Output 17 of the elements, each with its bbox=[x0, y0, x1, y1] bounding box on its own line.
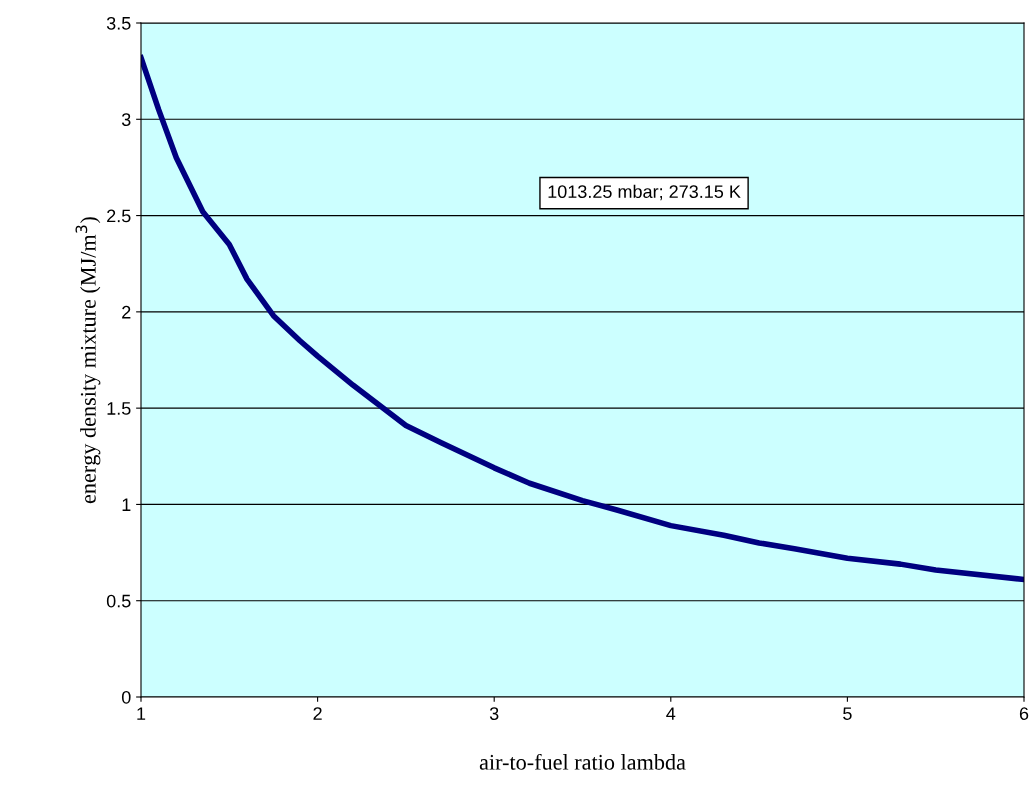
y-tick-label: 3.5 bbox=[106, 16, 131, 30]
y-tick-label: 1.5 bbox=[107, 402, 131, 415]
y-tick-label: 0 bbox=[121, 690, 131, 704]
x-tick-label: 2 bbox=[313, 707, 322, 720]
x-tick-label: 5 bbox=[843, 707, 852, 720]
x-tick-label: 3 bbox=[489, 707, 499, 720]
x-tick-label: 1 bbox=[137, 707, 146, 720]
y-axis-title: energy density mixture (MJ/m$^{3}$) bbox=[75, 217, 101, 504]
y-tick-label: 2.5 bbox=[107, 209, 131, 223]
annotation: 1013.25 mbar; 273.15 K bbox=[548, 184, 741, 201]
y-tick-label: 1 bbox=[122, 498, 131, 511]
x-tick-label: 4 bbox=[666, 707, 676, 720]
y-tick-label: 2 bbox=[122, 305, 131, 319]
y-tick-label: 0.5 bbox=[106, 594, 131, 608]
y-tick-label: 3 bbox=[121, 113, 131, 127]
x-axis-title: air-to-fuel ratio lambda bbox=[479, 753, 686, 770]
x-tick-label: 6 bbox=[1019, 707, 1029, 720]
